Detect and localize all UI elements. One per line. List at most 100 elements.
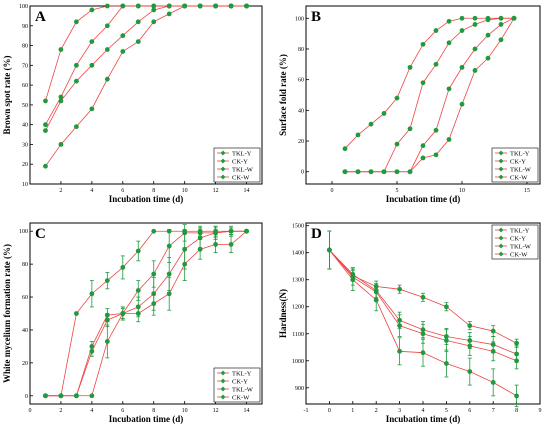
x-axis-label: Incubation time (d) <box>386 194 461 204</box>
legend-label: TKL-Y <box>232 150 252 157</box>
data-point <box>485 17 491 23</box>
series-ck-w <box>43 3 249 169</box>
data-point <box>485 32 491 38</box>
data-point <box>228 241 234 247</box>
x-tick-label: 2 <box>59 408 62 414</box>
x-tick-label: 5 <box>445 408 448 414</box>
y-tick-label: 0 <box>301 170 304 176</box>
series-tkl-y <box>43 3 249 104</box>
data-point <box>407 126 413 132</box>
y-tick-label: 20 <box>298 139 304 145</box>
data-point <box>89 393 95 399</box>
legend-marker <box>498 243 504 249</box>
legend-label: CK-Y <box>232 158 248 165</box>
data-point <box>89 7 95 13</box>
data-point <box>490 379 496 385</box>
data-point <box>498 37 504 43</box>
data-point <box>43 98 48 104</box>
data-point <box>490 328 496 334</box>
series-ck-y <box>43 3 249 128</box>
x-tick-label: -1 <box>304 408 309 414</box>
series-ck-w <box>342 15 517 175</box>
legend-label: CK-Y <box>510 235 526 242</box>
data-point <box>467 323 473 329</box>
panel-letter: A <box>35 9 46 25</box>
data-point <box>407 169 413 175</box>
x-tick-label: 10 <box>182 188 188 194</box>
data-point <box>244 3 249 9</box>
y-tick-label: 80 <box>298 47 304 53</box>
data-point <box>498 15 504 21</box>
data-point <box>151 228 157 234</box>
data-point <box>228 3 234 9</box>
x-tick-label: 0 <box>331 188 334 194</box>
data-point <box>472 68 478 73</box>
series-line <box>45 230 247 397</box>
y-tick-label: 1400 <box>292 251 304 257</box>
y-tick-label: 10 <box>22 182 28 188</box>
panel-letter: C <box>35 226 46 242</box>
data-point <box>197 235 203 241</box>
data-point <box>166 11 172 17</box>
y-tick-label: 60 <box>22 295 28 301</box>
legend-marker <box>220 394 226 400</box>
y-axis-label: Hardness(N) <box>278 289 288 338</box>
data-point <box>350 271 356 277</box>
data-point <box>166 243 172 249</box>
data-point <box>459 28 465 33</box>
data-point <box>74 62 79 68</box>
data-point <box>420 294 426 300</box>
legend-label: CK-Y <box>510 158 526 165</box>
y-tick-label: 20 <box>22 361 28 367</box>
data-point <box>472 15 478 21</box>
data-point <box>355 169 361 175</box>
x-tick-label: 4 <box>422 408 425 414</box>
legend-label: TKL-W <box>510 243 532 250</box>
data-point <box>182 3 188 9</box>
data-point <box>213 230 219 236</box>
x-tick-label: 6 <box>121 188 124 194</box>
y-tick-label: 1100 <box>292 332 304 338</box>
y-tick-label: 70 <box>22 63 28 69</box>
series-line <box>45 5 247 167</box>
x-tick-label: 14 <box>244 408 250 414</box>
data-point <box>120 265 126 270</box>
x-tick-label: 9 <box>539 408 542 414</box>
legend-marker <box>498 174 504 180</box>
y-tick-label: 20 <box>22 162 28 168</box>
data-point <box>511 15 517 21</box>
x-tick-label: 7 <box>492 408 495 414</box>
x-tick-label: 10 <box>459 188 465 194</box>
data-point <box>135 39 141 44</box>
data-point <box>120 33 126 39</box>
data-point <box>120 3 126 9</box>
data-point <box>368 169 374 175</box>
x-tick-label: 12 <box>213 408 219 414</box>
data-point <box>58 142 64 147</box>
data-point <box>444 334 449 339</box>
y-tick-label: 80 <box>22 44 28 50</box>
legend-label: TKL-Y <box>510 227 530 234</box>
data-point <box>166 271 172 277</box>
legend-label: CK-W <box>510 251 528 258</box>
series-tkl-y <box>342 15 517 152</box>
data-point <box>135 3 141 9</box>
data-point <box>446 40 452 46</box>
y-tick-label: 1300 <box>292 278 304 284</box>
x-tick-label: 14 <box>244 188 250 194</box>
data-point <box>467 338 473 343</box>
data-point <box>213 3 219 9</box>
data-point <box>74 124 79 130</box>
data-point <box>394 141 400 147</box>
data-point <box>514 351 519 357</box>
x-tick-label: 8 <box>515 408 518 414</box>
legend-marker <box>498 235 504 241</box>
data-point <box>120 311 126 316</box>
data-point <box>89 62 95 68</box>
y-tick-label: 100 <box>19 229 28 235</box>
legend-marker <box>498 150 504 156</box>
x-tick-label: 6 <box>121 408 124 414</box>
legend-marker <box>220 166 226 172</box>
